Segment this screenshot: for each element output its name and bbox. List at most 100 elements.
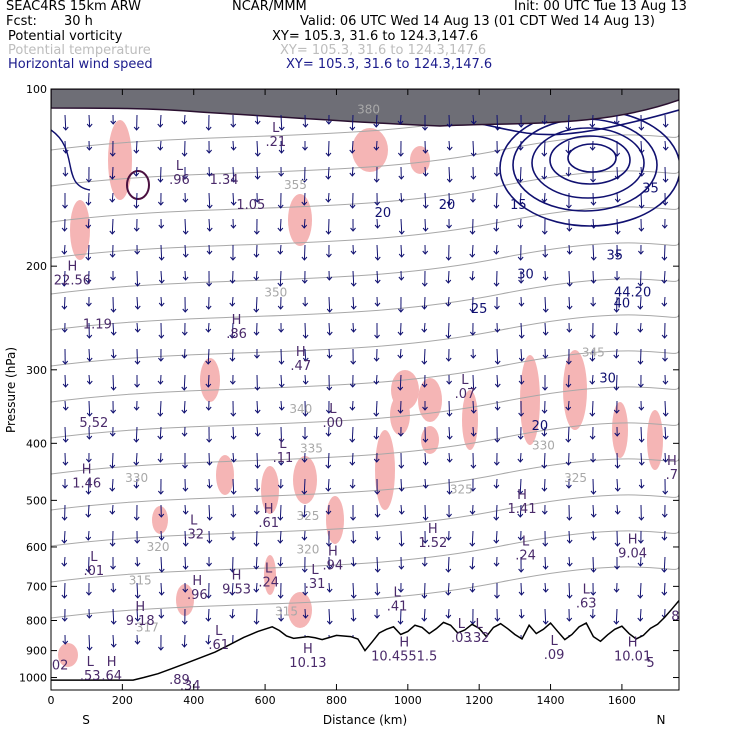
wind-vector-head [62, 360, 69, 365]
wind-speed-label: 35 [606, 249, 623, 264]
wind-vector [303, 218, 306, 229]
wind-vector-head [397, 620, 404, 625]
pv-shading-region [264, 555, 276, 595]
wind-vector [135, 478, 138, 489]
wind-vector-head [326, 354, 333, 359]
theta-label: 325 [450, 483, 473, 497]
model-title: SEAC4RS 15km ARW [6, 0, 142, 14]
wind-vector-head [229, 302, 236, 307]
wind-vector-head [230, 256, 236, 261]
wind-speed-label: 40 [614, 296, 631, 311]
wind-vector-head [470, 152, 477, 157]
wind-vector-head [374, 256, 381, 261]
wind-vector [448, 166, 451, 183]
wind-vector [87, 556, 90, 573]
wind-vector-head [302, 614, 309, 619]
wind-vector [87, 530, 90, 541]
wind-vector [184, 218, 187, 235]
wind-vector-head [445, 568, 452, 573]
wind-vector-head [253, 620, 260, 625]
wind-vector-head [253, 331, 260, 336]
wind-vector [328, 348, 331, 359]
pv-shading-region [418, 378, 442, 422]
wind-vector [184, 244, 187, 258]
pv-extremum-marker: L [190, 513, 198, 528]
wind-speed-contour [567, 143, 617, 173]
y-tick-label: 800 [26, 614, 47, 627]
wind-vector-head [445, 279, 452, 284]
wind-vector [495, 530, 498, 544]
wind-vector-head [326, 386, 333, 391]
wind-vector [63, 296, 66, 310]
wind-vector-head [493, 562, 500, 567]
wind-vector [207, 608, 210, 622]
wind-vector [519, 218, 522, 229]
wind-vector-head [157, 146, 164, 151]
wind-vector-head [422, 516, 429, 521]
wind-vector-head [205, 126, 212, 131]
wind-vector-head [541, 432, 548, 437]
wind-vector [255, 296, 258, 313]
pv-extremum-value: .07 [455, 387, 476, 402]
wind-vector-head [277, 539, 284, 544]
pv-extremum-marker: H [135, 600, 145, 615]
wind-vector-head [205, 406, 212, 411]
wind-vector-head [398, 253, 405, 258]
wind-vector [375, 114, 378, 128]
wind-vector-head [349, 383, 356, 388]
wind-vector-head [85, 458, 92, 463]
wind-vector-head [446, 201, 453, 206]
wind-vector-head [590, 591, 597, 596]
wind-vector-head [302, 146, 308, 151]
theta-label: 325 [564, 471, 587, 485]
wind-vector [543, 166, 546, 180]
theta-contour [51, 313, 679, 367]
wind-vector [352, 322, 355, 333]
wind-vector [87, 504, 90, 518]
field-wind-xy: XY= 105.3, 31.6 to 124.3,147.6 [286, 57, 493, 72]
wind-vector-head [661, 302, 668, 307]
wind-vector-head [542, 331, 549, 336]
wind-vector-head [254, 409, 261, 414]
wind-vector [112, 608, 115, 625]
pv-extremum-marker: L [272, 121, 280, 136]
wind-vector-head [638, 484, 645, 489]
wind-vector [616, 452, 619, 469]
wind-vector [663, 582, 666, 596]
wind-vector-head [590, 458, 596, 463]
wind-vector [519, 504, 522, 518]
x-tick-label: 1600 [608, 694, 636, 707]
pv-extremum-value: .21 [265, 135, 286, 150]
wind-vector-head [325, 230, 332, 235]
wind-vector-head [469, 331, 476, 336]
wind-vector-head [254, 487, 261, 492]
wind-vector-head [206, 438, 213, 443]
wind-vector-head [254, 464, 261, 469]
wind-vector-head [301, 256, 308, 261]
pv-extremum-value: .24 [515, 548, 536, 563]
wind-vector-head [206, 562, 212, 567]
wind-vector-head [158, 256, 165, 261]
wind-vector-head [85, 224, 92, 229]
wind-vector [183, 634, 186, 648]
wind-vector [615, 374, 618, 391]
wind-vector-head [206, 250, 213, 255]
wind-vector-head [493, 250, 500, 255]
wind-vector [375, 426, 378, 440]
wind-vector [87, 192, 90, 206]
wind-vector-head [133, 126, 140, 131]
wind-vector [544, 322, 547, 336]
wind-vector-head [565, 461, 572, 466]
wind-vector-head [661, 536, 668, 541]
wind-vector [472, 426, 475, 437]
wind-vector-head [86, 302, 92, 307]
wind-vector-head [373, 435, 380, 440]
wind-vector [232, 426, 235, 440]
init-time: Init: 00 UTC Tue 13 Aug 13 [514, 0, 687, 14]
wind-vector-head [613, 386, 620, 391]
wind-vector-head [661, 224, 668, 229]
wind-vector-head [637, 383, 644, 388]
wind-vector-head [589, 380, 596, 385]
wind-vector-head [373, 357, 380, 362]
plot-area: 315 315 317 320 320 325 325 325 330 330 335 340 345 3… [51, 89, 679, 690]
